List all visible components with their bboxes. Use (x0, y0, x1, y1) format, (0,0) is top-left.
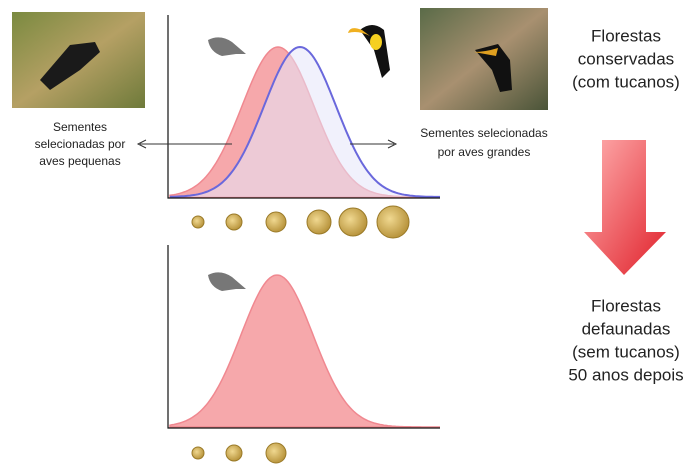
small-bird-icon (208, 37, 246, 56)
state-conserved: conservadas (578, 49, 674, 68)
big-arrow (584, 140, 666, 275)
label-small-birds: Sementes (53, 120, 107, 134)
state-conserved: Florestas (591, 26, 661, 45)
seed (266, 443, 286, 463)
small-bird-icon (208, 272, 246, 291)
state-defaunated: defaunadas (582, 319, 671, 338)
state-defaunated: 50 anos depois (568, 365, 683, 384)
state-defaunated: (sem tucanos) (572, 342, 680, 361)
seed (307, 210, 331, 234)
label-large-birds: por aves grandes (438, 145, 531, 159)
toucan-throat (370, 34, 382, 50)
arrow-left (138, 140, 232, 148)
seed (226, 445, 242, 461)
diagram: Sementes selecionadas por aves pequenas Sem… (0, 0, 688, 464)
seed (377, 206, 409, 238)
seed (226, 214, 242, 230)
seed (266, 212, 286, 232)
label-small-birds: selecionadas por (35, 137, 126, 151)
seed (339, 208, 367, 236)
page: Sementes selecionadas por aves pequenas Sem… (0, 0, 688, 464)
label-small-birds: aves pequenas (39, 154, 120, 168)
label-large-birds: Sementes selecionadas (420, 126, 547, 140)
state-conserved: (com tucanos) (572, 72, 680, 91)
seed (192, 216, 204, 228)
arrow-right (350, 140, 396, 148)
seed (192, 447, 204, 459)
curve-defaunated (170, 275, 440, 427)
state-defaunated: Florestas (591, 296, 661, 315)
